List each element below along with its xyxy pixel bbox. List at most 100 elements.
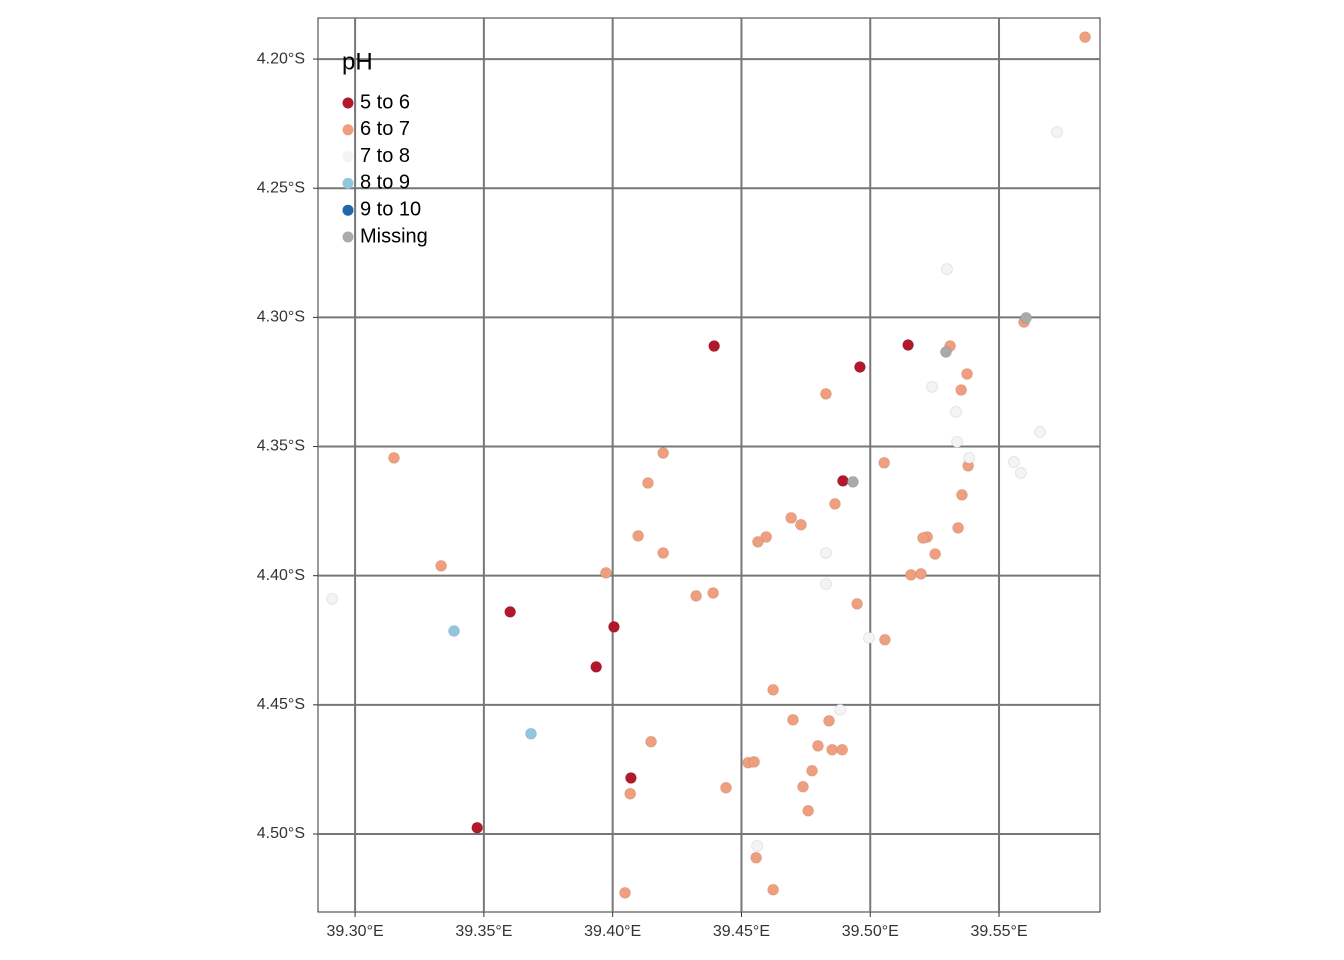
panel xyxy=(317,17,1101,913)
point xyxy=(387,451,400,464)
point xyxy=(525,727,538,740)
y-tick-label: 4.45°S xyxy=(257,696,305,713)
point xyxy=(955,488,968,501)
point xyxy=(917,531,930,544)
point xyxy=(819,387,832,400)
legend-label: 9 to 10 xyxy=(360,198,421,220)
legend-key xyxy=(342,231,354,243)
point xyxy=(326,592,339,605)
points xyxy=(326,31,1092,899)
point xyxy=(632,529,645,542)
point xyxy=(750,851,763,864)
point xyxy=(806,764,819,777)
point xyxy=(785,511,798,524)
point xyxy=(690,589,703,602)
point xyxy=(904,568,917,581)
point xyxy=(819,546,832,559)
point xyxy=(645,735,658,748)
point xyxy=(751,535,764,548)
point xyxy=(836,743,849,756)
x-tick-label: 39.40°E xyxy=(584,923,641,940)
point xyxy=(914,567,927,580)
legend-key xyxy=(342,97,354,109)
point xyxy=(819,577,832,590)
point xyxy=(950,405,963,418)
point xyxy=(836,474,849,487)
point xyxy=(504,605,517,618)
point xyxy=(941,263,953,276)
legend-key xyxy=(342,151,354,163)
x-tick-label: 39.30°E xyxy=(327,923,384,940)
point xyxy=(1050,126,1063,139)
point xyxy=(767,683,780,696)
point xyxy=(846,475,859,488)
point xyxy=(963,451,976,464)
point xyxy=(826,743,839,756)
y-tick-label: 4.20°S xyxy=(257,50,305,67)
point xyxy=(939,345,952,358)
point xyxy=(961,367,974,380)
point xyxy=(624,771,637,784)
point xyxy=(1079,31,1092,44)
legend-label: 7 to 8 xyxy=(360,145,410,167)
point xyxy=(878,456,891,469)
legend-label: 5 to 6 xyxy=(360,91,410,113)
legend-label: Missing xyxy=(360,225,428,247)
point xyxy=(802,804,815,817)
point xyxy=(720,781,732,794)
x-tick-label: 39.45°E xyxy=(713,923,770,940)
point xyxy=(619,886,632,899)
point xyxy=(1033,425,1046,438)
legend-label: 6 to 7 xyxy=(360,118,410,140)
point xyxy=(853,360,866,373)
legend: pH 5 to 6 6 to 7 7 to 8 8 to 9 9 to 10 Missin… xyxy=(342,48,428,247)
legend-title: pH xyxy=(342,48,373,75)
x-tick-label: 39.55°E xyxy=(970,923,1027,940)
point xyxy=(767,883,780,896)
x-tick-label: 39.50°E xyxy=(842,923,899,940)
point xyxy=(708,340,721,353)
point xyxy=(955,383,968,396)
point xyxy=(1007,456,1020,469)
point xyxy=(834,703,847,716)
grid xyxy=(313,18,1100,917)
point xyxy=(878,633,891,646)
point xyxy=(657,446,670,459)
legend-key xyxy=(342,124,354,136)
point xyxy=(862,631,875,644)
point xyxy=(1020,311,1033,324)
y-tick-label: 4.30°S xyxy=(257,309,305,326)
legend-key xyxy=(342,177,354,189)
point xyxy=(926,380,939,393)
y-tick-label: 4.50°S xyxy=(257,825,305,842)
point xyxy=(748,755,761,768)
y-tick-label: 4.25°S xyxy=(257,179,305,196)
point xyxy=(794,518,807,531)
y-tick-label: 4.35°S xyxy=(257,438,305,455)
point xyxy=(590,660,603,673)
point xyxy=(823,714,836,727)
point xyxy=(624,787,637,800)
point xyxy=(1014,466,1027,479)
point xyxy=(786,713,799,726)
point xyxy=(657,546,670,559)
point xyxy=(751,839,764,852)
point xyxy=(707,586,720,599)
point xyxy=(902,339,915,352)
point xyxy=(811,739,824,752)
point xyxy=(607,620,620,633)
y-tick-label: 4.40°S xyxy=(257,567,305,584)
point xyxy=(797,780,810,793)
point xyxy=(448,624,460,637)
legend-key xyxy=(342,204,354,216)
point xyxy=(929,547,942,560)
point xyxy=(760,530,773,543)
x-tick-label: 39.35°E xyxy=(455,923,512,940)
point xyxy=(471,821,484,834)
point xyxy=(599,566,612,579)
point xyxy=(851,597,864,610)
point xyxy=(951,435,964,448)
point xyxy=(828,497,841,510)
point xyxy=(952,521,965,534)
